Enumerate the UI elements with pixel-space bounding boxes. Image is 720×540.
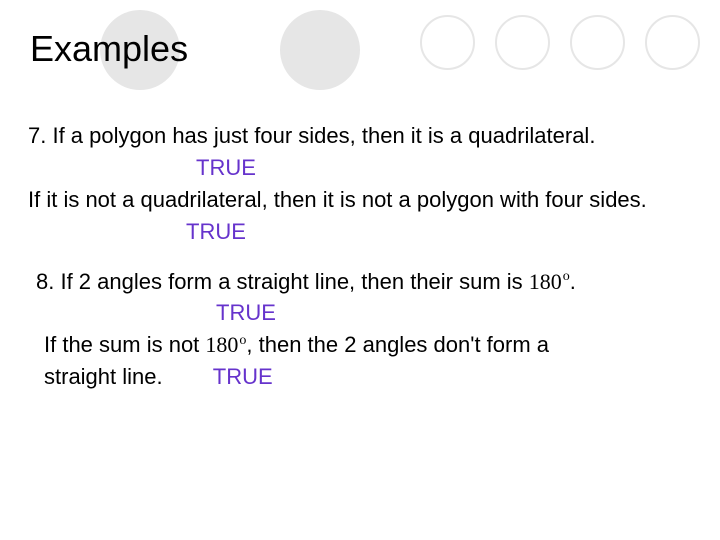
ex8-line2-b: , then the 2 angles don't form a	[246, 332, 549, 357]
ex8-line3: straight line.	[44, 364, 163, 389]
ex7-true-1: TRUE	[196, 152, 700, 184]
ex8-contrapositive-line2: straight line. TRUE	[44, 361, 700, 393]
decor-circle-outlined	[495, 15, 550, 70]
ex7-contrapositive: If it is not a quadrilateral, then it is…	[28, 184, 700, 216]
angle-180-icon: 180o	[205, 329, 246, 361]
ex8-line2-a: If the sum is not	[44, 332, 205, 357]
decor-circle-outlined	[645, 15, 700, 70]
ex7-true-2: TRUE	[186, 216, 700, 248]
slide-content: 7. If a polygon has just four sides, the…	[28, 120, 700, 393]
decor-circle-outlined	[570, 15, 625, 70]
ex8-contrapositive-line1: If the sum is not 180o, then the 2 angle…	[44, 329, 700, 361]
decor-circle-filled	[280, 10, 360, 90]
slide-title: Examples	[30, 28, 188, 70]
ex7-statement: 7. If a polygon has just four sides, the…	[28, 120, 700, 152]
ex8-true-2: TRUE	[213, 361, 273, 393]
example-8: 8. If 2 angles form a straight line, the…	[28, 266, 700, 394]
decor-circle-outlined	[420, 15, 475, 70]
ex8-true-1: TRUE	[216, 297, 700, 329]
example-7: 7. If a polygon has just four sides, the…	[28, 120, 700, 248]
ex8-line1-b: .	[570, 269, 576, 294]
angle-180-icon: 180o	[529, 266, 570, 298]
ex8-line1-a: 8. If 2 angles form a straight line, the…	[36, 269, 529, 294]
ex8-statement: 8. If 2 angles form a straight line, the…	[36, 266, 700, 298]
